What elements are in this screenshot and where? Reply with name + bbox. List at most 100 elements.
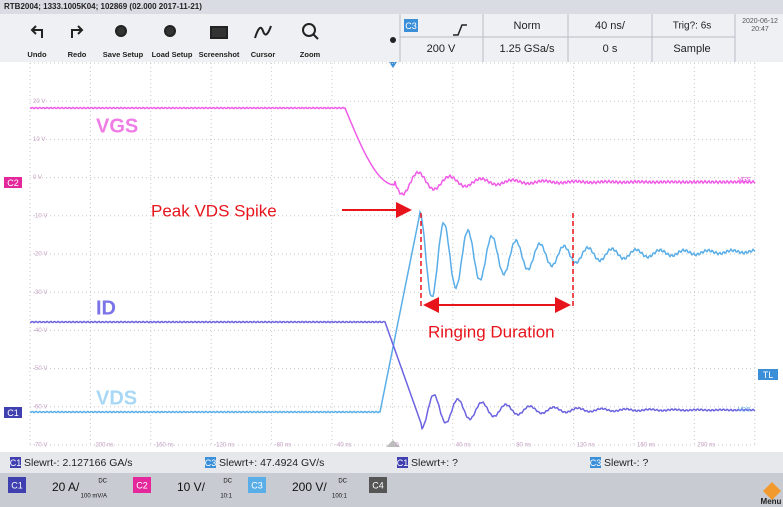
x-label: 120 ns bbox=[577, 443, 595, 449]
channel-badge bbox=[369, 477, 387, 493]
channel-badge-label: C2 bbox=[7, 178, 19, 188]
id-label: ID bbox=[96, 297, 116, 319]
channel-scale: 200 V/ bbox=[292, 480, 327, 494]
y-label: -60 V bbox=[33, 404, 47, 410]
measurement: Slewrt-: ? bbox=[604, 457, 649, 469]
channel-coupling: DC bbox=[98, 479, 107, 485]
x-label: 0 bbox=[395, 443, 399, 449]
y-label: 10 V bbox=[33, 137, 45, 143]
timebase: 40 ns/ bbox=[595, 20, 626, 32]
vgs-label: VGS bbox=[96, 115, 138, 137]
channel-badge bbox=[248, 477, 266, 493]
center-marker bbox=[386, 440, 400, 447]
toolbar-button: Zoom bbox=[300, 50, 321, 59]
load-icon bbox=[164, 25, 176, 37]
slope-icon bbox=[453, 24, 467, 36]
title-bar-text: RTB2004; 1333.1005K04; 102869 (02.000 20… bbox=[4, 2, 202, 11]
trace-tag: VGS bbox=[738, 178, 751, 184]
x-label: -120 ns bbox=[214, 443, 234, 449]
acquisition-mode: Sample bbox=[673, 43, 710, 55]
channel-bar bbox=[0, 473, 783, 507]
y-label: 20 V bbox=[33, 99, 45, 105]
toolbar-button: Cursor bbox=[251, 50, 276, 59]
measurement: Slewrt-: 2.127166 GA/s bbox=[24, 457, 133, 469]
channel-probe: 100 mV/A bbox=[81, 494, 107, 500]
redo-icon bbox=[71, 25, 84, 38]
vds-label: VDS bbox=[96, 387, 137, 409]
x-label: -80 ns bbox=[275, 443, 292, 449]
toolbar-button: Screenshot bbox=[199, 50, 240, 59]
undo-icon bbox=[30, 25, 43, 38]
x-label: 40 ns bbox=[456, 443, 471, 449]
y-label: 0 V bbox=[33, 175, 42, 181]
measurement: Slewrt+: ? bbox=[411, 457, 458, 469]
toolbar-button: Save Setup bbox=[103, 50, 144, 59]
channel-badge-label: C1 bbox=[7, 408, 19, 418]
y-label: -20 V bbox=[33, 252, 47, 258]
channel-badge bbox=[758, 369, 778, 380]
y-label: -40 V bbox=[33, 328, 47, 334]
trigger-panel bbox=[399, 14, 736, 62]
y-label: -10 V bbox=[33, 213, 47, 219]
measurement-bar bbox=[0, 452, 783, 473]
waveforms bbox=[30, 106, 756, 431]
trigger-mode: Norm bbox=[514, 20, 541, 32]
menu-logo bbox=[763, 482, 781, 500]
sample-rate: 1.25 GSa/s bbox=[499, 43, 555, 55]
peak-label: Peak VDS Spike bbox=[151, 201, 277, 220]
ringing-label: Ringing Duration bbox=[428, 322, 555, 341]
y-label: -50 V bbox=[33, 366, 47, 372]
trigger-status: Trig?: 6s bbox=[673, 21, 712, 32]
toolbar-button: Undo bbox=[27, 50, 47, 59]
channel-badge bbox=[4, 177, 22, 188]
zoom-icon bbox=[302, 23, 316, 37]
screenshot-icon bbox=[210, 26, 228, 39]
channel-probe: 10:1 bbox=[220, 494, 232, 500]
channel-badge bbox=[404, 19, 418, 32]
channel-badge bbox=[590, 457, 601, 468]
grid bbox=[29, 62, 756, 446]
channel-badge-label: C3 bbox=[251, 480, 263, 490]
trace-tag: VDS bbox=[738, 408, 750, 414]
channel-probe: 100:1 bbox=[332, 494, 348, 500]
y-label: -30 V bbox=[33, 290, 47, 296]
dot bbox=[390, 37, 396, 43]
x-label: 160 ns bbox=[637, 443, 655, 449]
save-icon bbox=[115, 25, 127, 37]
title-bar bbox=[0, 0, 783, 14]
x-label: 80 ns bbox=[516, 443, 531, 449]
x-label: 200 ns bbox=[697, 443, 715, 449]
channel-scale: 20 A/ bbox=[52, 480, 80, 494]
y-label: -70 V bbox=[33, 443, 47, 449]
toolbar-button: Redo bbox=[68, 50, 87, 59]
channel-badge bbox=[205, 457, 216, 468]
id-trace bbox=[30, 320, 756, 431]
channel-badge-label: C3 bbox=[590, 458, 602, 468]
channel-scale: 10 V/ bbox=[177, 480, 206, 494]
trigger-position: 0 s bbox=[603, 43, 618, 55]
toolbar-icons bbox=[30, 23, 467, 40]
channel-badge bbox=[397, 457, 408, 468]
time: 20:47 bbox=[751, 26, 769, 33]
channel-coupling: DC bbox=[338, 479, 347, 485]
channel-badge-label: C4 bbox=[372, 480, 384, 490]
measurement: Slewrt+: 47.4924 GV/s bbox=[219, 457, 324, 469]
toolbar-button: Load Setup bbox=[152, 50, 193, 59]
channel-badge bbox=[8, 477, 26, 493]
x-label: -200 ns bbox=[93, 443, 113, 449]
channel-badge bbox=[133, 477, 151, 493]
menu-label: Menu bbox=[761, 497, 782, 506]
vgs-trace bbox=[30, 106, 756, 196]
annotation-shapes bbox=[342, 202, 574, 313]
zoom-handle bbox=[312, 33, 319, 40]
channel-badge-label: C2 bbox=[136, 480, 148, 490]
channel-badge-label: C1 bbox=[397, 458, 409, 468]
channel-badge bbox=[4, 407, 22, 418]
channel-badge-label: C1 bbox=[11, 480, 23, 490]
vds-trace bbox=[30, 209, 756, 414]
trigger-level: 200 V bbox=[427, 43, 456, 55]
channel-badge bbox=[10, 457, 21, 468]
channel-badge-label: C3 bbox=[205, 458, 217, 468]
cursor-icon bbox=[254, 25, 272, 39]
